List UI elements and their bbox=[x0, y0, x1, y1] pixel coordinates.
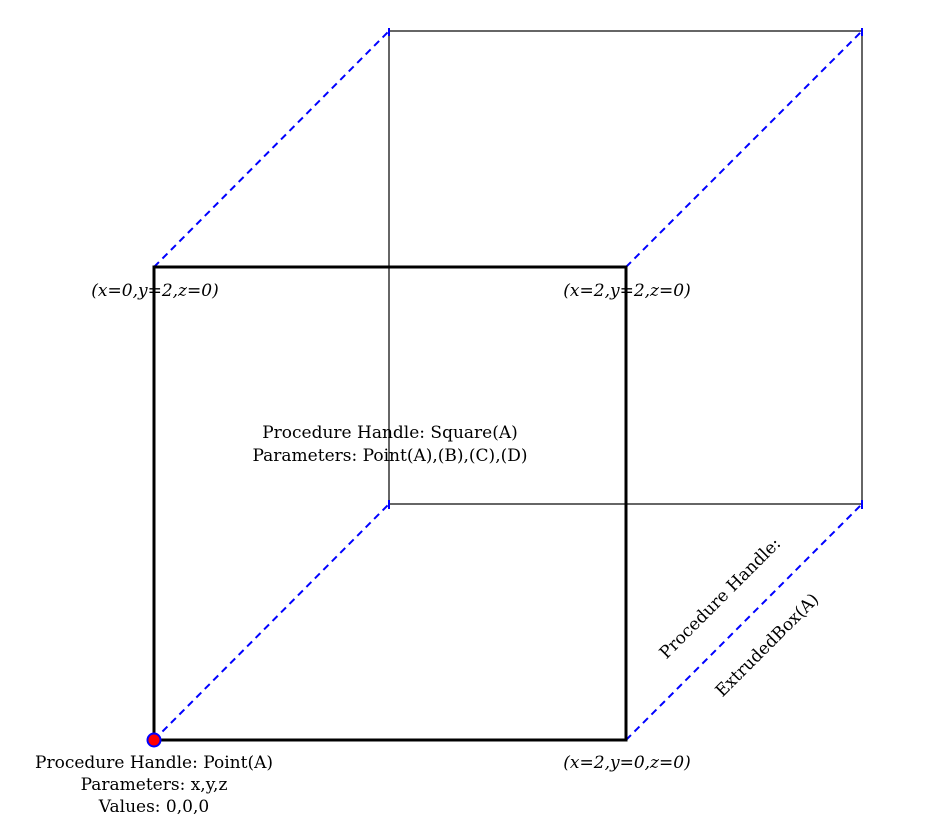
extrusion-edge-bottom-left bbox=[153, 503, 390, 741]
point-a-marker bbox=[146, 732, 162, 748]
front-square bbox=[152, 265, 628, 742]
coord-label-bottom-right: (x=2,y=0,z=0) bbox=[563, 753, 690, 773]
extrude-handle-name: ExtrudedBox(A) bbox=[712, 590, 823, 701]
square-handle-parameters: Parameters: Point(A),(B),(C),(D) bbox=[252, 446, 527, 466]
extrusion-edges bbox=[153, 30, 863, 741]
point-handle-title: Procedure Handle: Point(A) bbox=[35, 753, 273, 773]
back-corner-ticks bbox=[388, 28, 863, 509]
point-handle-values: Values: 0,0,0 bbox=[98, 797, 209, 817]
extrusion-edge-top-right bbox=[625, 30, 863, 268]
square-handle-label: Procedure Handle: Square(A) Parameters: … bbox=[252, 423, 527, 466]
square-handle-title: Procedure Handle: Square(A) bbox=[262, 423, 518, 443]
coord-label-top-right: (x=2,y=2,z=0) bbox=[563, 281, 690, 301]
extrusion-edge-top-left bbox=[153, 30, 390, 268]
extrude-handle-label: Procedure Handle: ExtrudedBox(A) bbox=[656, 534, 823, 701]
coord-label-top-left: (x=0,y=2,z=0) bbox=[91, 281, 218, 301]
point-handle-parameters: Parameters: x,y,z bbox=[81, 775, 228, 795]
extrusion-edge-bottom-right bbox=[625, 503, 863, 741]
point-handle-label: Procedure Handle: Point(A) Parameters: x… bbox=[35, 753, 273, 817]
